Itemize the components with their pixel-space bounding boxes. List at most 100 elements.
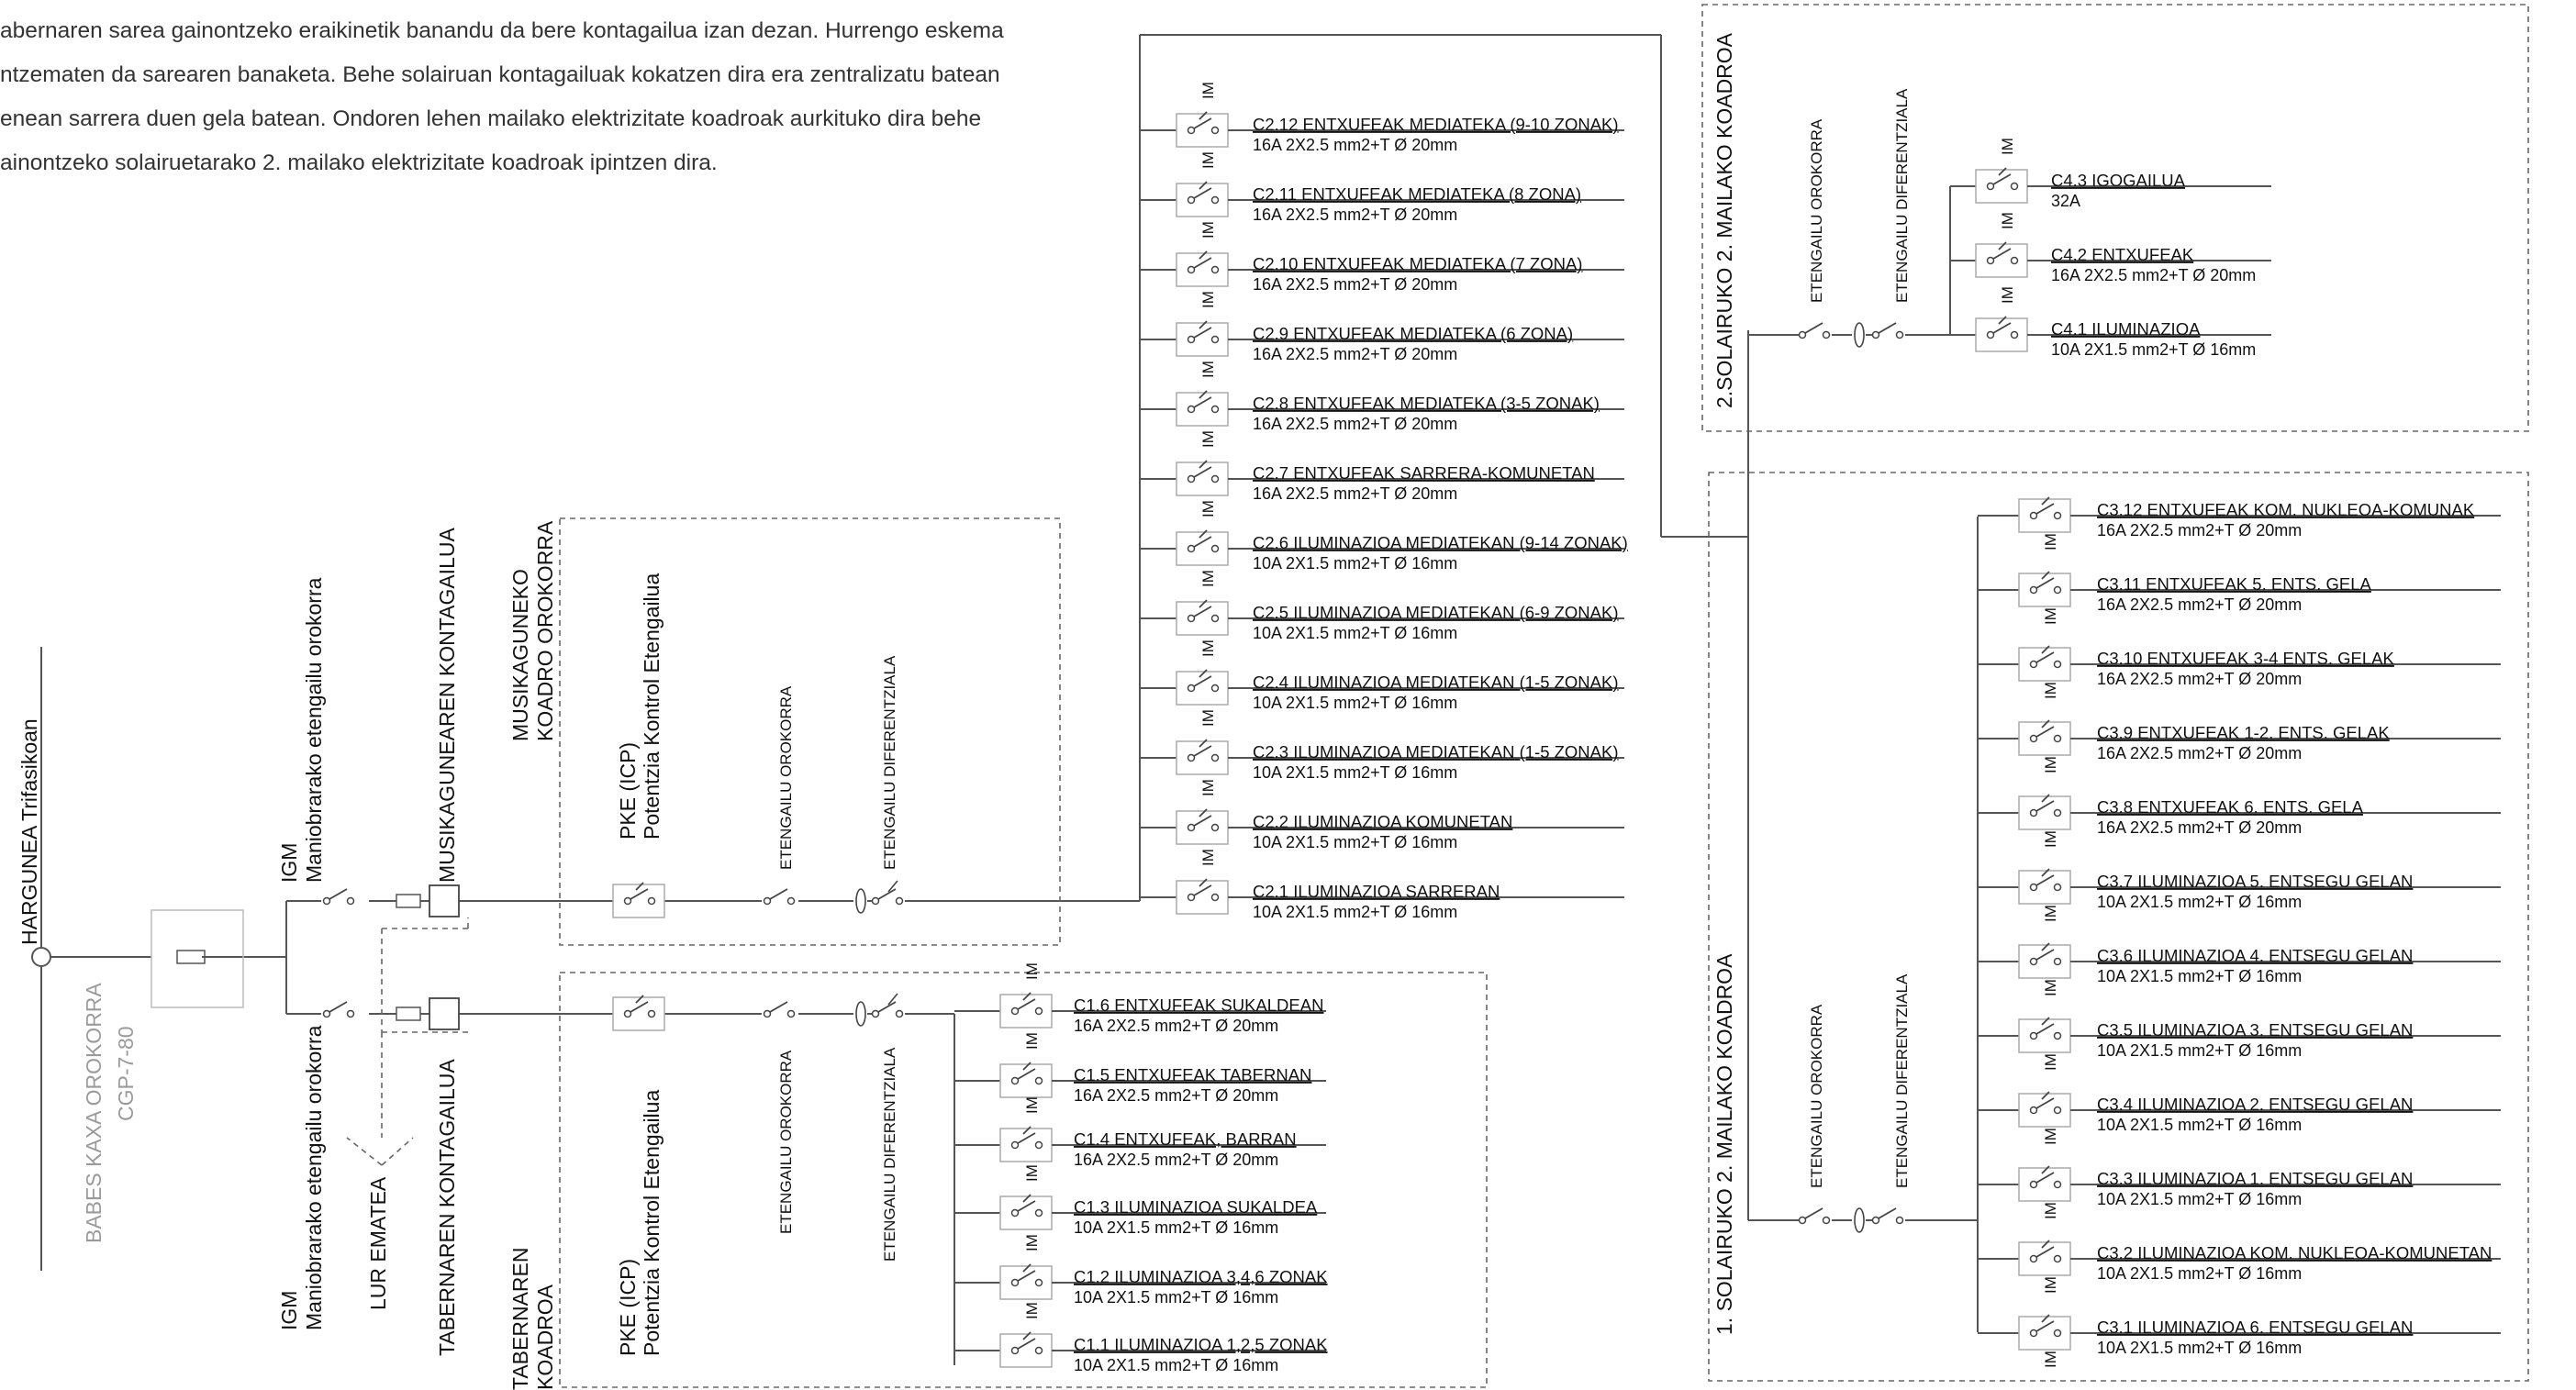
c4-breaker-box bbox=[1975, 169, 2028, 204]
circuit-title: C1.4 ENTXUFEAK, BARRAN bbox=[1074, 1129, 1297, 1149]
c3-breaker-contact bbox=[2029, 1329, 2038, 1338]
rcd-switch-blade bbox=[877, 1001, 897, 1013]
c2-breaker-handle bbox=[1199, 181, 1208, 190]
c4-breaker-contact bbox=[1986, 330, 1995, 339]
im-label: IM bbox=[1023, 1164, 1041, 1182]
im-label: IM bbox=[2042, 756, 2059, 773]
circuit-spec: 10A 2X1.5 mm2+T Ø 16mm bbox=[1253, 554, 1457, 573]
im-label: IM bbox=[2042, 1351, 2059, 1368]
circuit-title: C3.5 ILUMINAZIOA 3. ENTSEGU GELAN bbox=[2097, 1020, 2413, 1040]
c4-breaker-handle bbox=[1998, 316, 2007, 325]
c2-breaker-blade bbox=[1193, 117, 1212, 129]
circuit-title: C2.2 ILUMINAZIOA KOMUNETAN bbox=[1253, 812, 1512, 831]
c1-breaker-handle bbox=[1022, 992, 1032, 1001]
c4-etengailu-orokorra-label: ETENGAILU OROKORRA bbox=[1808, 118, 1825, 303]
c3-breaker-contact bbox=[2053, 511, 2062, 520]
c3-breaker-contact bbox=[2029, 883, 2038, 892]
c3-etengailu-diferentziala-label: ETENGAILU DIFERENTZIALA bbox=[1893, 973, 1911, 1188]
maniobra-bottom-label: Maniobrarako etengailu orokorra bbox=[302, 1025, 326, 1330]
c2-breaker-box bbox=[1176, 322, 1229, 357]
c3-breaker-handle bbox=[2041, 1017, 2050, 1026]
im-label: IM bbox=[2042, 830, 2059, 848]
c2-breaker-blade bbox=[1193, 466, 1212, 478]
cgp-label: CGP-7-80 bbox=[114, 1026, 138, 1121]
c3-breaker-contact bbox=[2053, 1329, 2062, 1338]
c1-breaker-blade bbox=[1017, 998, 1036, 1010]
c2-breaker-contact bbox=[1187, 126, 1196, 135]
im-label: IM bbox=[1199, 849, 1217, 866]
c3-breaker-contact bbox=[2029, 1031, 2038, 1040]
circuit-title: C1.6 ENTXUFEAK SUKALDEAN bbox=[1074, 995, 1323, 1015]
circuit-spec: 10A 2X1.5 mm2+T Ø 16mm bbox=[1253, 624, 1457, 642]
circuit-title: C3.2 ILUMINAZIOA KOM. NUKLEOA-KOMUNETAN bbox=[2097, 1243, 2492, 1262]
c1-breaker-contact bbox=[1034, 1208, 1043, 1218]
c3-breaker-blade bbox=[2035, 1246, 2055, 1258]
c3-breaker-blade bbox=[2035, 1320, 2055, 1332]
circuit-spec: 16A 2X2.5 mm2+T Ø 20mm bbox=[2097, 744, 2302, 762]
c2-breaker-contact bbox=[1187, 335, 1196, 344]
c3-breaker-blade bbox=[2035, 726, 2055, 738]
im-label: IM bbox=[1999, 138, 2016, 155]
c3-breaker-handle bbox=[2041, 794, 2050, 803]
c2-breaker-box bbox=[1176, 810, 1229, 845]
c4-breaker-contact bbox=[1986, 256, 1995, 265]
circuit-spec: 16A 2X2.5 mm2+T Ø 20mm bbox=[1253, 415, 1457, 433]
c1-breaker-contact bbox=[1010, 1278, 1020, 1287]
igm-top-label: IGM bbox=[277, 843, 301, 883]
intro-line: enean sarrera duen gela batean. Ondoren … bbox=[0, 106, 982, 131]
c3-breaker-blade bbox=[2035, 577, 2055, 589]
c2-breaker-box bbox=[1176, 252, 1229, 287]
c2-breaker-blade bbox=[1193, 187, 1212, 199]
c3-breaker-contact bbox=[2029, 511, 2038, 520]
circuit-spec: 16A 2X2.5 mm2+T Ø 20mm bbox=[1074, 1017, 1278, 1035]
c1-breaker-box bbox=[999, 1128, 1053, 1162]
circuit-title: C3.11 ENTXUFEAK 5. ENTS. GELA bbox=[2097, 574, 2371, 594]
circuit-spec: 16A 2X2.5 mm2+T Ø 20mm bbox=[1253, 484, 1457, 503]
im-label: IM bbox=[1199, 291, 1217, 308]
circuit-title: C2.1 ILUMINAZIOA SARRERAN bbox=[1253, 882, 1500, 901]
fuse-icon bbox=[396, 894, 421, 908]
c3-breaker-blade bbox=[2035, 1172, 2055, 1184]
c3-breaker-contact bbox=[2053, 585, 2062, 595]
c3-breaker-contact bbox=[2053, 1106, 2062, 1115]
pke-switch-blade bbox=[630, 888, 649, 900]
circuit-spec: 10A 2X1.5 mm2+T Ø 16mm bbox=[1074, 1218, 1278, 1237]
c1-breaker-contact bbox=[1010, 1006, 1020, 1016]
circuit-spec: 10A 2X1.5 mm2+T Ø 16mm bbox=[1074, 1288, 1278, 1307]
circuit-spec: 10A 2X1.5 mm2+T Ø 16mm bbox=[2097, 1116, 2302, 1134]
im-label: IM bbox=[2042, 1053, 2059, 1071]
circuit-spec: 16A 2X2.5 mm2+T Ø 20mm bbox=[2097, 521, 2302, 539]
c4-rcd-switch-contact bbox=[1871, 330, 1880, 339]
c2-breaker-box bbox=[1176, 113, 1229, 148]
circuit-title: C2.9 ENTXUFEAK MEDIATEKA (6 ZONA) bbox=[1253, 324, 1573, 343]
c4-breaker-handle bbox=[1998, 167, 2007, 176]
rcd-switch-contact bbox=[871, 1009, 880, 1018]
im-label: IM bbox=[1999, 286, 2016, 304]
c2-breaker-box bbox=[1176, 880, 1229, 915]
c2-breaker-contact bbox=[1210, 893, 1220, 902]
intro-line: ntzematen da sarearen banaketa. Behe sol… bbox=[0, 62, 1000, 87]
circuit-spec: 10A 2X1.5 mm2+T Ø 16mm bbox=[2097, 967, 2302, 985]
taberna-kontagailua-label: TABERNAREN KONTAGAILUA bbox=[435, 1059, 459, 1356]
general-switch-blade bbox=[769, 888, 788, 900]
c3-breaker-box bbox=[2018, 1316, 2071, 1351]
circuit-spec: 10A 2X1.5 mm2+T Ø 16mm bbox=[2097, 1264, 2302, 1283]
im-label: IM bbox=[2042, 682, 2059, 699]
solairua2-panel-title: 2.SOLAIRUKO 2. MAILAKO KOADROA bbox=[1712, 32, 1736, 408]
c3-breaker-blade bbox=[2035, 949, 2055, 961]
c3-breaker-contact bbox=[2053, 1031, 2062, 1040]
c3-rcd-switch-contact bbox=[1871, 1216, 1880, 1225]
c2-breaker-box bbox=[1176, 461, 1229, 496]
pke-bottom-label: PKE (ICP) bbox=[616, 1259, 640, 1356]
circuit-title: C3.7 ILUMINAZIOA 5. ENTSEGU GELAN bbox=[2097, 872, 2413, 891]
musika-koadro-label-2: KOADRO OROKORRA bbox=[533, 520, 557, 741]
wiring bbox=[31, 34, 1979, 1365]
im-label: IM bbox=[1023, 1302, 1041, 1319]
circuit-title: C1.3 ILUMINAZIOA SUKALDEA bbox=[1074, 1197, 1318, 1217]
c2-breaker-contact bbox=[1187, 405, 1196, 414]
im-label: IM bbox=[1199, 221, 1217, 239]
c3-breaker-blade bbox=[2035, 874, 2055, 886]
c3-breaker-blade bbox=[2035, 503, 2055, 515]
c2-breaker-blade bbox=[1193, 675, 1212, 687]
